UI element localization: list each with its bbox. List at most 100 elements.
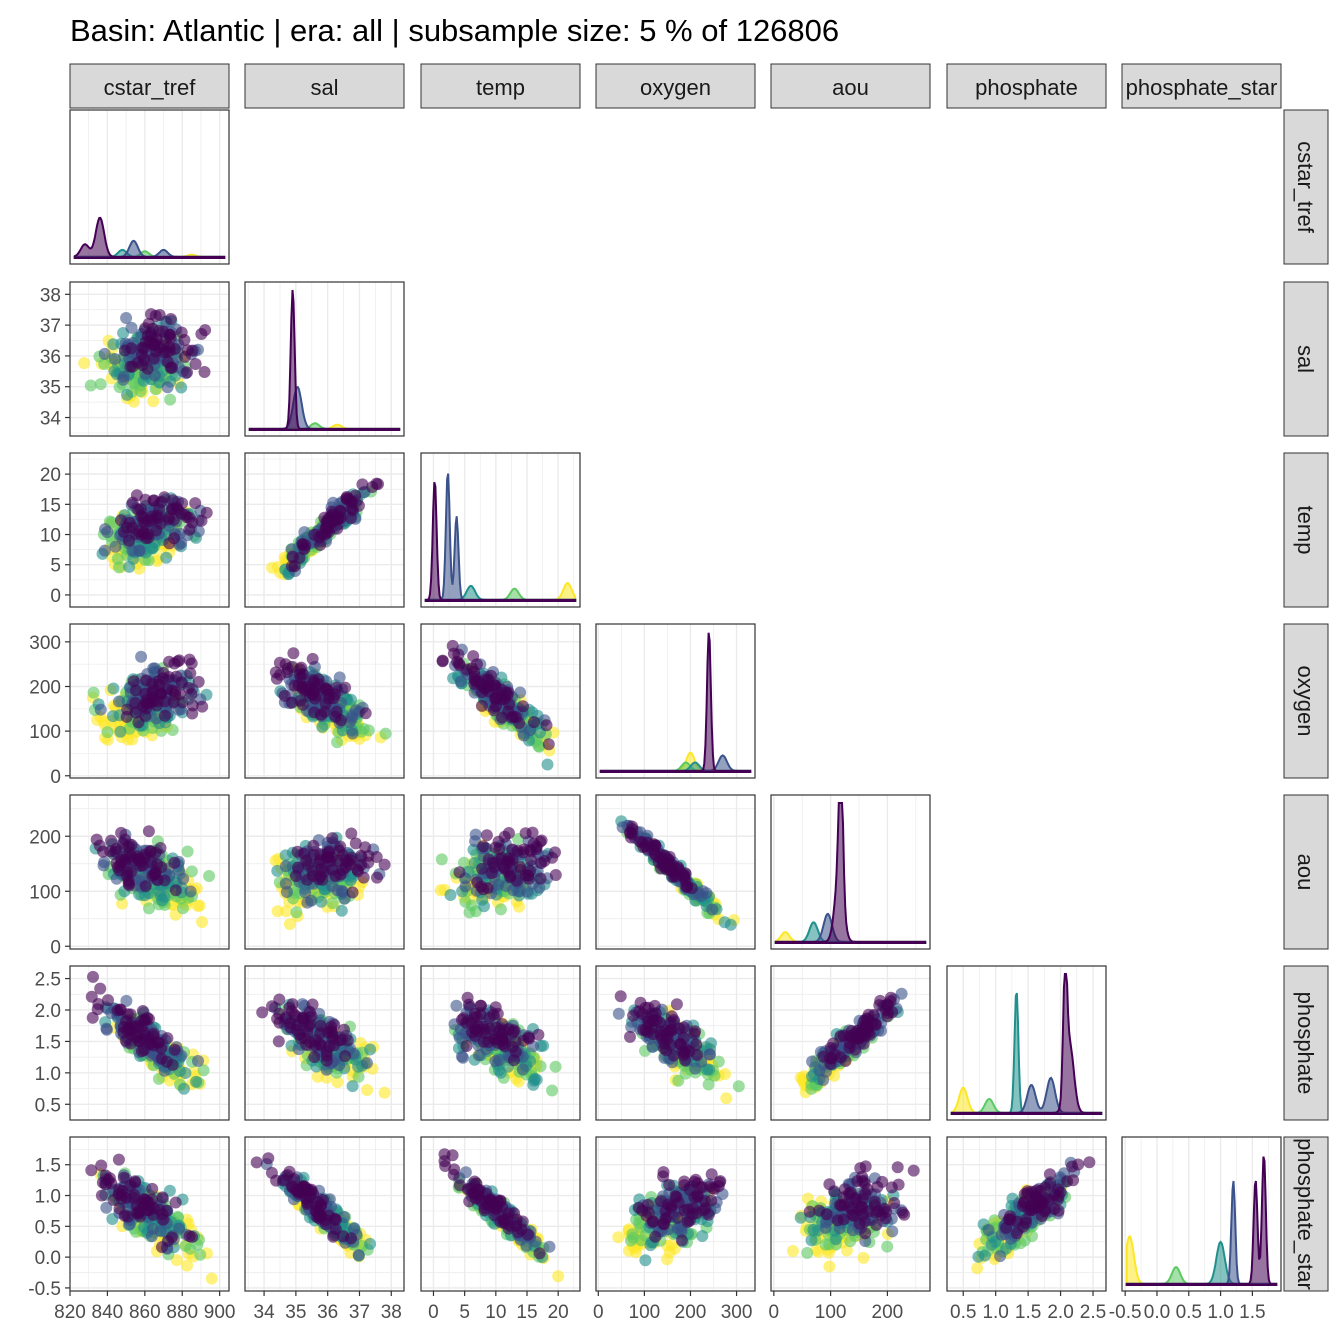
scatter-point — [159, 709, 171, 722]
scatter-point — [131, 356, 144, 369]
scatter-panel-phosphate_star-vs-cstar_tref — [69, 1136, 230, 1292]
scatter-point — [489, 1001, 502, 1014]
scatter-point — [319, 697, 332, 710]
scatter-point — [140, 697, 153, 710]
scatter-point — [185, 657, 198, 670]
scatter-point — [183, 1230, 196, 1243]
scatter-point — [364, 1237, 377, 1250]
scatter-point — [483, 1022, 496, 1035]
scatter-point — [147, 1027, 160, 1040]
scatter-point — [199, 324, 212, 337]
scatter-point — [541, 758, 554, 771]
density-panel-sal — [244, 281, 405, 437]
scatter-point — [146, 1193, 158, 1206]
density-curves — [599, 632, 752, 773]
scatter-point — [134, 385, 147, 398]
strip-label: cstar_tref — [104, 75, 197, 100]
scatter-point — [262, 1152, 275, 1165]
scatter-point — [129, 1175, 141, 1188]
scatter-point — [361, 1057, 373, 1069]
scatter-point — [331, 1076, 344, 1089]
scatter-point — [154, 686, 167, 699]
scatter-point — [542, 738, 555, 751]
scatter-point — [492, 835, 505, 848]
scatter-point — [688, 1027, 701, 1040]
scatter-point — [168, 532, 181, 545]
scatter-point — [329, 870, 342, 882]
scatter-point — [689, 1062, 702, 1075]
scatter-point — [458, 856, 470, 869]
scatter-point — [702, 1078, 715, 1091]
scatter-point — [109, 540, 122, 553]
panel-border — [770, 794, 931, 950]
scatter-point — [100, 1022, 113, 1035]
scatter-point — [101, 726, 114, 739]
row-strip-phosphate: phosphate — [1283, 965, 1329, 1121]
scatter-point — [171, 655, 184, 668]
scatter-point — [186, 516, 199, 529]
scatter-point — [98, 544, 111, 557]
strip-label: phosphate — [975, 75, 1078, 100]
strip-label: temp — [1293, 506, 1318, 555]
scatter-point — [95, 1159, 108, 1172]
scatter-panel-sal-vs-cstar_tref — [69, 281, 230, 437]
row-strip-oxygen: oxygen — [1283, 623, 1329, 779]
scatter-point — [346, 1080, 359, 1093]
scatter-point — [140, 674, 153, 687]
scatter-panel-phosphate-vs-sal — [244, 965, 405, 1121]
scatter-point — [101, 1002, 114, 1015]
scatter-point — [117, 370, 130, 383]
strip-label: temp — [476, 75, 525, 100]
panel-border — [420, 794, 581, 950]
scatter-point — [317, 1193, 329, 1206]
scatter-point — [91, 1003, 104, 1016]
scatter-point — [288, 679, 301, 692]
strip-label: oxygen — [640, 75, 711, 100]
scatter-point — [114, 725, 127, 738]
scatter-point — [612, 1007, 625, 1020]
scatter-point — [315, 895, 328, 908]
scatter-point — [534, 1060, 547, 1073]
scatter-point — [280, 886, 293, 898]
scatter-point — [522, 1031, 535, 1044]
panel-border — [244, 965, 405, 1121]
panel-border — [244, 623, 405, 779]
strip-background — [1283, 794, 1329, 950]
scatter-point — [352, 1070, 365, 1083]
scatter-point — [450, 999, 463, 1012]
scatter-point — [185, 688, 198, 701]
density-curves — [424, 473, 577, 602]
scatter-point — [528, 716, 540, 729]
scatter-point — [486, 856, 499, 869]
density-panel-cstar_tref — [69, 109, 230, 265]
scatter-point — [109, 353, 121, 365]
scatter-point — [469, 1007, 481, 1020]
panel-background — [947, 966, 1106, 1120]
scatter-point — [160, 551, 173, 564]
scatter-point — [121, 388, 134, 401]
strip-label: cstar_tref — [1293, 141, 1318, 234]
density-curves — [248, 289, 401, 431]
scatter-point — [196, 916, 209, 928]
scatter-point — [291, 1184, 304, 1197]
scatter-point — [265, 1166, 278, 1179]
scatter-points — [266, 477, 384, 581]
scatter-points — [87, 650, 213, 746]
scatter-panel-temp-vs-cstar_tref — [69, 452, 230, 608]
scatter-point — [453, 659, 466, 672]
scatter-point — [196, 700, 209, 713]
panel-border — [69, 109, 230, 265]
scatter-point — [189, 497, 202, 510]
scatter-point — [523, 843, 536, 856]
panel-gridlines — [421, 1137, 580, 1291]
strip-label: sal — [1293, 345, 1318, 373]
scatter-point — [509, 1046, 522, 1058]
scatter-point — [197, 1064, 210, 1077]
scatter-point — [322, 1209, 335, 1222]
scatter-point — [311, 1070, 324, 1083]
scatter-point — [107, 682, 120, 695]
scatter-points — [612, 990, 745, 1105]
scatter-point — [279, 860, 292, 873]
scatter-point — [489, 1055, 502, 1068]
scatter-point — [354, 1037, 367, 1049]
